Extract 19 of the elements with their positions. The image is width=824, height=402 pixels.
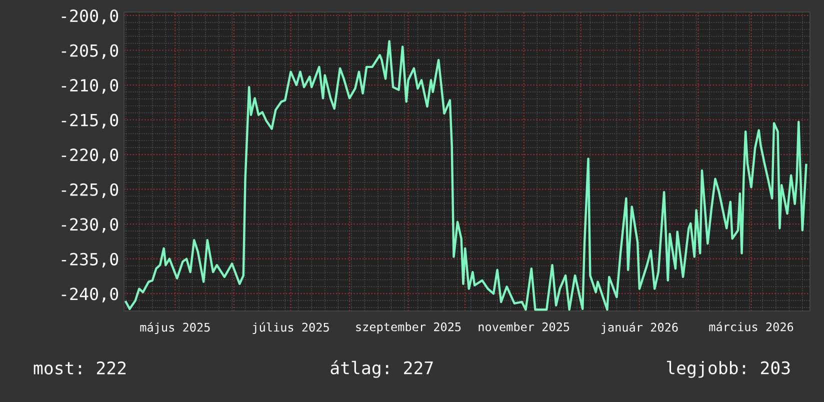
y-tick-label: -220,0 [62,148,118,164]
x-tick-label: január 2026 [601,322,678,334]
x-tick-label: május 2025 [140,322,210,334]
y-tick-label: -205,0 [62,44,118,59]
y-tick-label: -215,0 [62,114,118,128]
y-tick-label: -225,0 [62,183,118,198]
y-tick-label: -235,0 [62,252,118,268]
text: legjobb: 203 [666,360,790,378]
text: átlag: 227 [330,360,433,378]
y-tick-label: -230,0 [62,218,118,233]
y-tick-label: -210,0 [62,79,118,94]
x-tick-label: március 2026 [709,322,794,332]
x-tick-label: november 2025 [478,322,570,332]
line-series [124,40,808,311]
text: most: 222 [34,361,126,375]
x-tick-label: július 2025 [252,322,329,334]
y-tick-label: -240,0 [62,288,118,302]
x-tick-label: szeptember 2025 [356,322,461,334]
y-tick-label: -200,0 [62,9,118,24]
